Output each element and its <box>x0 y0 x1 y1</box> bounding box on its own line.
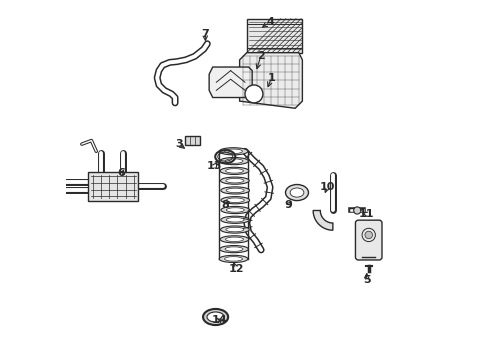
Ellipse shape <box>224 257 243 261</box>
Ellipse shape <box>220 236 249 243</box>
Text: 6: 6 <box>117 168 125 178</box>
Polygon shape <box>313 211 333 230</box>
Ellipse shape <box>203 309 228 325</box>
Text: 7: 7 <box>202 29 209 39</box>
FancyBboxPatch shape <box>355 220 382 260</box>
Ellipse shape <box>226 198 244 202</box>
Ellipse shape <box>221 216 249 223</box>
Text: 1: 1 <box>268 73 276 83</box>
Ellipse shape <box>226 208 244 212</box>
Circle shape <box>354 207 361 214</box>
Ellipse shape <box>221 206 249 213</box>
Text: 5: 5 <box>363 275 371 285</box>
Ellipse shape <box>286 185 309 201</box>
Ellipse shape <box>226 179 244 183</box>
Ellipse shape <box>226 188 244 193</box>
Text: 13: 13 <box>207 161 222 171</box>
Ellipse shape <box>221 187 249 194</box>
Circle shape <box>245 85 263 103</box>
Ellipse shape <box>220 226 249 233</box>
Text: 12: 12 <box>228 264 244 274</box>
Ellipse shape <box>220 246 248 253</box>
Circle shape <box>365 231 372 239</box>
Ellipse shape <box>221 197 249 204</box>
Ellipse shape <box>220 177 249 184</box>
Ellipse shape <box>220 158 248 165</box>
Polygon shape <box>240 53 302 108</box>
Ellipse shape <box>220 167 249 175</box>
FancyBboxPatch shape <box>247 19 302 53</box>
Text: 4: 4 <box>266 17 274 27</box>
Ellipse shape <box>226 227 244 232</box>
Ellipse shape <box>219 255 248 262</box>
FancyBboxPatch shape <box>88 172 139 201</box>
FancyBboxPatch shape <box>185 135 200 145</box>
Ellipse shape <box>224 149 243 154</box>
Text: 9: 9 <box>284 200 292 210</box>
Polygon shape <box>209 67 252 98</box>
Text: 10: 10 <box>320 182 335 192</box>
Ellipse shape <box>225 247 243 251</box>
Text: 14: 14 <box>212 315 228 325</box>
Text: 11: 11 <box>359 209 375 219</box>
Ellipse shape <box>226 217 244 222</box>
Text: 2: 2 <box>257 51 265 61</box>
Text: 8: 8 <box>221 200 229 210</box>
Text: 3: 3 <box>175 139 182 149</box>
Ellipse shape <box>225 168 244 173</box>
Ellipse shape <box>207 312 224 322</box>
Ellipse shape <box>219 148 248 155</box>
Ellipse shape <box>225 237 244 242</box>
Ellipse shape <box>290 188 304 197</box>
Ellipse shape <box>225 159 243 163</box>
